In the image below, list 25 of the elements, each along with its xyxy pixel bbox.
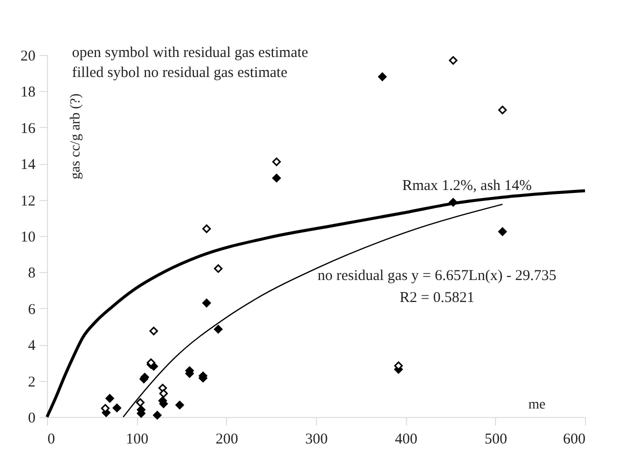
annotation: open symbol with residual gas estimate bbox=[72, 45, 309, 61]
y-tick-label: 8 bbox=[28, 266, 36, 282]
y-tick-label: 20 bbox=[20, 48, 36, 64]
y-tick-label: 2 bbox=[28, 374, 36, 390]
x-tick-label: 300 bbox=[305, 432, 328, 448]
y-tick-label: 16 bbox=[20, 120, 36, 137]
x-tick-label: 400 bbox=[394, 432, 418, 448]
x-tick-label: 100 bbox=[126, 432, 148, 448]
y-tick-label: 0 bbox=[28, 410, 36, 426]
y-tick-label: 6 bbox=[28, 302, 36, 318]
x-tick-label: 500 bbox=[484, 432, 508, 448]
x-tick-label: 600 bbox=[563, 432, 586, 448]
annotation: R2 = 0.5821 bbox=[400, 290, 474, 306]
x-tick-label: 0 bbox=[48, 432, 55, 448]
annotation: no residual gas y = 6.657Ln(x) - 29.735 bbox=[318, 268, 556, 284]
y-tick-label: 10 bbox=[20, 230, 36, 246]
y-axis-title: gas cc/g arb (?) bbox=[68, 93, 84, 180]
x-tick-label: 200 bbox=[216, 432, 238, 448]
annotation: filled sybol no residual gas estimate bbox=[72, 65, 288, 81]
y-tick-label: 18 bbox=[20, 84, 36, 101]
y-tick-label: 12 bbox=[20, 193, 36, 210]
x-axis-title: me bbox=[528, 398, 546, 412]
y-tick-label: 14 bbox=[20, 157, 36, 174]
y-tick-label: 4 bbox=[28, 338, 36, 354]
annotation: Rmax 1.2%, ash 14% bbox=[402, 178, 532, 194]
